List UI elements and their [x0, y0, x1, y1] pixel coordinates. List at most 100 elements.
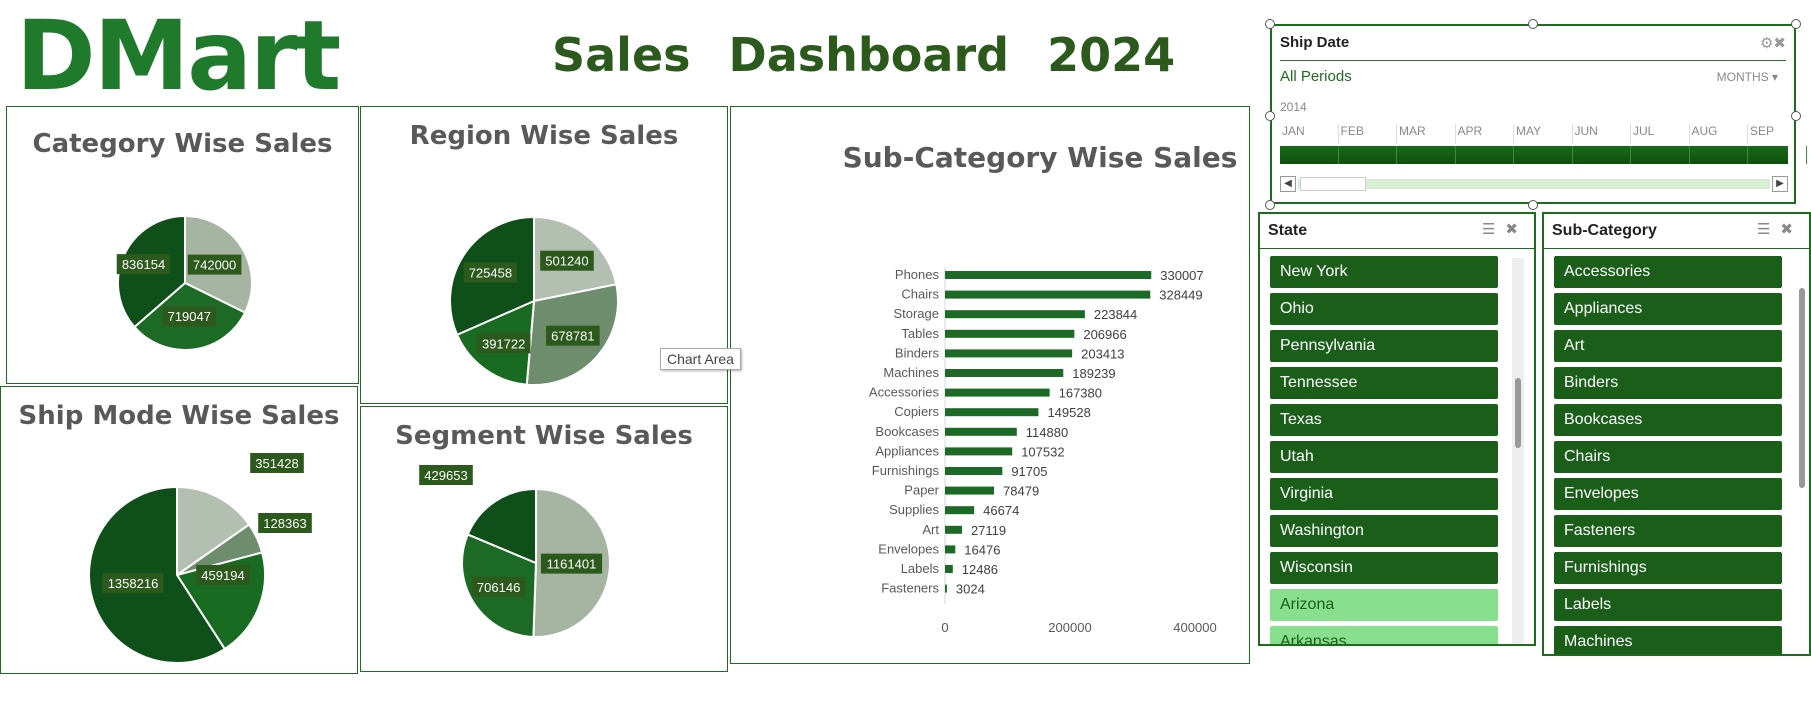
data-label-bg [258, 513, 312, 533]
data-label: 836154 [122, 257, 165, 272]
dmart-logo: DMart [16, 8, 341, 104]
timeline-month-label[interactable]: APR [1456, 124, 1514, 144]
data-label-bg [116, 254, 171, 275]
segment-pie: 1161401 706146 429653 [419, 465, 611, 638]
category-tick-label: Furnishings [872, 463, 940, 478]
category-tick-label: Storage [893, 306, 939, 321]
category-tick-label: Supplies [889, 502, 939, 517]
timeline-month-label[interactable]: FEB [1339, 124, 1397, 144]
ship-date-timeline[interactable]: Ship Date ⚙✖ All Periods MONTHS ▾ 2014 J… [1270, 24, 1807, 204]
state-slicer[interactable]: State ☰✖ New York Ohio Pennsylvania Tenness… [1258, 212, 1536, 646]
subcategory-slicer[interactable]: Sub-Category ☰✖ Accessories Appliances Art… [1542, 212, 1811, 656]
slicer-item[interactable]: Arizona [1270, 589, 1498, 621]
slicer-item[interactable]: Fasteners [1554, 515, 1782, 547]
bar-value-label: 114880 [1026, 425, 1068, 440]
category-chart-panel[interactable]: Category Wise Sales 742000 719047 836154 [6, 106, 359, 384]
slicer-item[interactable]: Chairs [1554, 441, 1782, 473]
data-label-bg [419, 465, 473, 485]
data-label-bg [196, 565, 250, 585]
multi-select-icon[interactable]: ☰ [1481, 221, 1506, 238]
clear-filter-icon[interactable]: ✖ [1505, 221, 1528, 238]
timeline-scrollbar[interactable]: ◀ ▶ [1280, 176, 1788, 192]
shipmode-chart-panel[interactable]: Ship Mode Wise Sales 351428 128363 459194 1… [0, 386, 358, 674]
category-tick-label: Accessories [869, 385, 940, 400]
bar-value-label: 189239 [1072, 366, 1115, 381]
segment-chart-panel[interactable]: Segment Wise Sales 1161401 706146 429653 [360, 406, 728, 672]
subcategory-slicer-scrollbar[interactable] [1796, 258, 1808, 654]
scroll-left-icon[interactable]: ◀ [1280, 176, 1296, 192]
state-slicer-scrollbar[interactable] [1512, 258, 1524, 644]
shipmode-chart-title: Ship Mode Wise Sales [18, 401, 340, 431]
data-label: 459194 [201, 568, 244, 583]
clear-filter-icon[interactable]: ⚙✖ [1759, 35, 1786, 52]
state-slicer-header: State [1268, 222, 1308, 239]
multi-select-icon[interactable]: ☰ [1756, 221, 1781, 238]
bar [945, 486, 995, 495]
bar [945, 545, 956, 554]
data-label-bg [471, 576, 526, 597]
slicer-item[interactable]: New York [1270, 256, 1498, 288]
bar [945, 427, 1017, 436]
slicer-item[interactable]: Art [1554, 330, 1782, 362]
slicer-item[interactable]: Tennessee [1270, 367, 1498, 399]
clear-filter-icon[interactable]: ✖ [1780, 221, 1803, 238]
timeline-month-label[interactable]: JUL [1631, 124, 1690, 144]
slicer-item[interactable]: Virginia [1270, 478, 1498, 510]
data-label: 742000 [193, 258, 236, 273]
x-tick-label: 400000 [1173, 620, 1216, 635]
subcategory-bar-chart: Phones 330007 Chairs 328449 Storage 223844 Tab… [869, 267, 1217, 635]
category-tick-label: Copiers [894, 404, 939, 419]
timeline-unit-dropdown[interactable]: MONTHS ▾ [1717, 70, 1778, 84]
bar [945, 506, 975, 515]
category-chart-title: Category Wise Sales [32, 129, 333, 159]
slicer-item[interactable]: Arkansas [1270, 626, 1498, 644]
slicer-item[interactable]: Furnishings [1554, 552, 1782, 584]
timeline-month-label[interactable]: AUG [1690, 124, 1748, 144]
category-tick-label: Fasteners [881, 581, 939, 596]
x-tick-label: 0 [941, 620, 948, 635]
bar [945, 408, 1039, 417]
bar [945, 271, 1152, 279]
slicer-item[interactable]: Utah [1270, 441, 1498, 473]
data-label: 1358216 [108, 576, 159, 591]
category-tick-label: Tables [901, 326, 939, 341]
slicer-item[interactable]: Texas [1270, 404, 1498, 436]
subcategory-chart-panel[interactable]: Sub-Category Wise Sales Phones 330007 Chai… [730, 106, 1250, 664]
bar [945, 525, 962, 534]
bar-value-label: 149528 [1047, 405, 1090, 420]
region-pie: 501240 678781 391722 725458 [449, 215, 619, 386]
slicer-item[interactable]: Machines [1554, 626, 1782, 654]
data-label-bg [476, 333, 531, 354]
timeline-month-label[interactable]: JAN [1280, 124, 1339, 144]
slicer-item[interactable]: Pennsylvania [1270, 330, 1498, 362]
data-label-bg [250, 453, 304, 473]
bar-value-label: 107532 [1021, 444, 1064, 459]
bar [945, 369, 1064, 377]
bar-value-label: 328449 [1159, 288, 1202, 303]
data-label: 725458 [469, 266, 512, 281]
slicer-item[interactable]: Washington [1270, 515, 1498, 547]
timeline-month-label[interactable]: MAR [1397, 124, 1456, 144]
data-label: 128363 [263, 516, 306, 531]
category-tick-label: Paper [904, 483, 939, 498]
slicer-item[interactable]: Bookcases [1554, 404, 1782, 436]
slicer-item[interactable]: Envelopes [1554, 478, 1782, 510]
slicer-item[interactable]: Accessories [1554, 256, 1782, 288]
data-label: 678781 [551, 329, 594, 344]
slicer-item[interactable]: Ohio [1270, 293, 1498, 325]
bar-value-label: 12486 [962, 562, 998, 577]
category-tick-label: Phones [895, 267, 940, 282]
timeline-month-label[interactable]: MAY [1514, 124, 1573, 144]
slicer-item[interactable]: Binders [1554, 367, 1782, 399]
slicer-item[interactable]: Appliances [1554, 293, 1782, 325]
timeline-month-label[interactable]: JUN [1573, 124, 1631, 144]
data-label-bg [546, 325, 600, 346]
slicer-item[interactable]: Labels [1554, 589, 1782, 621]
region-chart-title: Region Wise Sales [409, 121, 679, 151]
timeline-month-label[interactable]: SEP [1748, 124, 1790, 144]
slicer-item[interactable]: Wisconsin [1270, 552, 1498, 584]
data-label-bg [102, 573, 164, 593]
scroll-right-icon[interactable]: ▶ [1772, 176, 1788, 192]
timeline-selection-bar[interactable] [1280, 146, 1807, 164]
scroll-thumb[interactable] [1300, 177, 1366, 191]
